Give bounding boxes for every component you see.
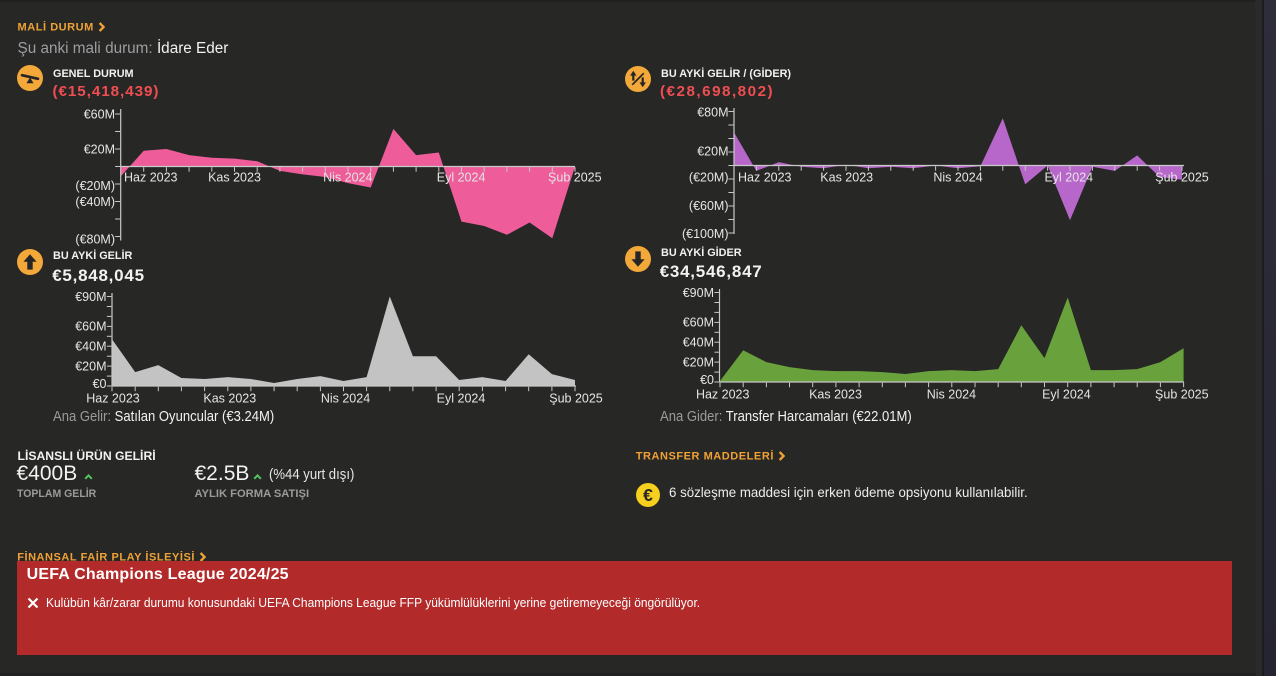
svg-text:(€100M): (€100M)	[682, 227, 729, 241]
svg-text:Eyl 2024: Eyl 2024	[1044, 171, 1093, 185]
svg-text:(€60M): (€60M)	[689, 199, 729, 213]
svg-text:Eyl 2024: Eyl 2024	[1042, 388, 1091, 402]
svg-text:€40M: €40M	[683, 336, 714, 350]
svg-text:Kas 2023: Kas 2023	[203, 392, 256, 406]
svg-text:€90M: €90M	[683, 286, 714, 300]
svg-text:Kas 2023: Kas 2023	[208, 171, 261, 185]
svg-text:Eyl 2024: Eyl 2024	[437, 392, 486, 406]
svg-text:€40M: €40M	[75, 340, 106, 354]
svg-text:Haz 2023: Haz 2023	[696, 388, 750, 402]
svg-text:Kas 2023: Kas 2023	[809, 388, 862, 402]
svg-text:Şub 2025: Şub 2025	[1155, 388, 1209, 402]
svg-text:€20M: €20M	[75, 360, 106, 374]
svg-text:Nis 2024: Nis 2024	[933, 171, 982, 185]
svg-text:Şub 2025: Şub 2025	[549, 392, 603, 406]
svg-text:(€20M): (€20M)	[75, 179, 115, 193]
svg-text:€0: €0	[700, 373, 714, 387]
svg-text:€0: €0	[93, 377, 107, 391]
svg-text:€20M: €20M	[697, 144, 728, 158]
svg-text:€60M: €60M	[84, 107, 115, 121]
svg-text:€90M: €90M	[75, 290, 106, 304]
svg-text:Eyl 2024: Eyl 2024	[437, 171, 486, 185]
svg-text:Haz 2023: Haz 2023	[738, 171, 792, 185]
svg-text:€60M: €60M	[75, 320, 106, 334]
svg-text:Nis 2024: Nis 2024	[323, 171, 372, 185]
svg-text:€60M: €60M	[683, 316, 714, 330]
svg-text:Şub 2025: Şub 2025	[548, 171, 602, 185]
svg-text:Haz 2023: Haz 2023	[124, 171, 178, 185]
svg-text:€20M: €20M	[683, 356, 714, 370]
svg-text:Nis 2024: Nis 2024	[927, 388, 976, 402]
svg-text:(€20M): (€20M)	[689, 171, 729, 185]
svg-text:(€40M): (€40M)	[75, 195, 115, 209]
svg-text:(€80M): (€80M)	[75, 232, 115, 246]
svg-text:€80M: €80M	[697, 106, 728, 120]
svg-text:Kas 2023: Kas 2023	[820, 171, 873, 185]
svg-text:Nis 2024: Nis 2024	[321, 392, 370, 406]
svg-text:Haz 2023: Haz 2023	[86, 392, 140, 406]
svg-text:€20M: €20M	[84, 143, 115, 157]
svg-text:Şub 2025: Şub 2025	[1155, 171, 1209, 185]
